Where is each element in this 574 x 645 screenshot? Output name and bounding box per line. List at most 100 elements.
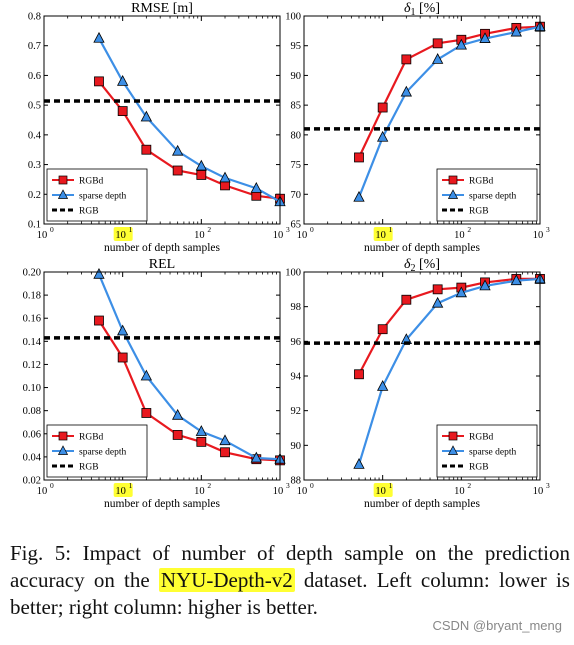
x-tick-label-exponent: 0 (310, 225, 314, 234)
chart-panel-3: REL 0.02 0.04 0.06 0.08 0.10 0.12 0.14 0.16 0.18 0… (23, 257, 290, 510)
series-rgbd-point (432, 284, 443, 295)
x-tick-label: 10 (375, 486, 386, 497)
y-tick-label: 70 (291, 190, 302, 201)
y-tick-label: 65 (291, 220, 302, 231)
series-sparse-depth-point (219, 171, 231, 183)
series-sparse-depth-point (510, 274, 522, 286)
chart-panel-2: δ1 [%]65707580859095100100101102103numbe… (285, 1, 550, 254)
legend-marker (57, 445, 69, 455)
x-tick-label: 10 (194, 486, 205, 497)
x-tick-label-highlight (373, 483, 393, 497)
y-tick-label: 75 (291, 160, 302, 171)
x-tick-label: 10 (115, 486, 126, 497)
series-rgbd-point (401, 294, 412, 305)
y-tick-label: 85 (291, 101, 302, 112)
caption-text-before: Fig. 5: Impact of number of depth sample… (10, 541, 570, 592)
x-tick-label-exponent: 1 (389, 481, 393, 490)
series-rgbd-point (354, 369, 364, 380)
y-tick-label: 0.2 (28, 190, 41, 201)
y-tick-label: 0.16 (23, 314, 41, 325)
x-tick-label-exponent: 3 (546, 481, 550, 490)
y-tick-label: 90 (291, 71, 302, 82)
series-rgbd-line (98, 80, 280, 200)
series-sparse-depth-point (479, 279, 491, 291)
y-tick-label: 0.8 (28, 12, 41, 23)
series-sparse-depth-point (93, 267, 105, 279)
chart-panel-1: RMSE [m]0.10.20.30.40.50.60.70.810010110… (28, 1, 290, 254)
y-tick-label: 92 (291, 406, 302, 417)
legend-label: RGBd (469, 433, 494, 443)
x-tick-label: 10 (194, 230, 205, 241)
x-tick-label-exponent: 3 (286, 481, 290, 490)
series-sparse-depth-point (431, 53, 444, 64)
x-tick-label-exponent: 2 (207, 225, 211, 234)
x-tick-label-highlight (113, 483, 133, 497)
plot-frame (43, 271, 281, 481)
legend-label: RGB (469, 463, 489, 473)
series-sparse-depth-point (455, 38, 467, 50)
y-tick-label: 0.02 (23, 476, 41, 487)
x-tick-label-exponent: 1 (389, 225, 393, 234)
y-tick-label: 95 (291, 41, 302, 52)
series-rgbd-point (220, 447, 230, 458)
legend-label: RGBd (79, 177, 104, 187)
legend-marker (58, 175, 68, 185)
series-sparse-depth-point (117, 324, 129, 336)
series-sparse-depth-point (117, 75, 129, 86)
series-sparse-depth-point (431, 296, 444, 308)
series-rgbd-point (354, 152, 364, 163)
x-tick-label-exponent: 2 (207, 481, 211, 490)
series-sparse-depth-point (93, 31, 105, 43)
series-sparse-depth-point (219, 434, 231, 446)
y-tick-label: 0.14 (23, 337, 42, 348)
series-rgbd-point (94, 76, 104, 87)
series-sparse-depth-point (171, 144, 184, 156)
series-rgbd-line (358, 25, 540, 158)
series-rgbd-point (401, 54, 412, 65)
x-tick-label-exponent: 0 (310, 481, 314, 490)
series-rgbd-point (196, 170, 207, 180)
y-tick-label: 88 (291, 476, 302, 487)
y-tick-label: 0.10 (23, 383, 41, 394)
x-tick-label-exponent: 2 (467, 481, 471, 490)
series-rgbd-point (377, 324, 388, 335)
legend: RGBd sparse depth RGB (46, 168, 148, 222)
series-sparse-depth-point (195, 159, 207, 171)
series-rgbd-point (172, 430, 183, 440)
series-rgbd-point (432, 38, 443, 49)
series-rgbd-line (98, 319, 280, 462)
chart-panel-4: δ2 [%]889092949698100100101102103number … (285, 257, 550, 510)
y-tick-label: 0.3 (28, 160, 41, 171)
chart-title: REL (149, 257, 175, 272)
y-tick-label: 90 (291, 441, 302, 452)
series-sparse-depth-line (98, 37, 280, 203)
legend-marker (448, 431, 458, 441)
series-rgbd-point (196, 436, 207, 447)
series-sparse-depth-point (250, 181, 262, 193)
series-sparse-depth-point (377, 130, 389, 142)
series-rgbd-point (94, 315, 104, 326)
x-tick-label: 10 (297, 230, 308, 241)
series-rgbd-point (172, 165, 183, 176)
y-tick-label: 0.08 (23, 406, 41, 417)
y-tick-label: 100 (285, 268, 301, 279)
series-sparse-depth-point (400, 85, 413, 97)
x-tick-label-exponent: 0 (50, 225, 54, 234)
x-axis-label: number of depth samples (364, 498, 480, 510)
caption-dataset-highlight: NYU-Depth-v2 (158, 568, 295, 592)
series-sparse-depth-point (250, 451, 262, 463)
series-rgbd-point (141, 408, 152, 418)
series-rgbd-point (377, 102, 388, 113)
legend-label: RGBd (79, 433, 104, 443)
watermark: CSDN @bryant_meng (432, 618, 562, 633)
caption-text-after: dataset. Left column: lower is better; r… (10, 568, 570, 619)
legend-label: sparse depth (469, 448, 516, 458)
x-tick-label: 10 (37, 486, 48, 497)
series-sparse-depth-point (510, 25, 522, 37)
y-tick-label: 94 (291, 372, 302, 383)
y-tick-label: 0.18 (23, 291, 41, 302)
legend-label: RGB (79, 463, 99, 473)
series-sparse-depth-point (140, 110, 153, 122)
legend-marker (447, 189, 459, 199)
plot-frame (303, 271, 541, 481)
